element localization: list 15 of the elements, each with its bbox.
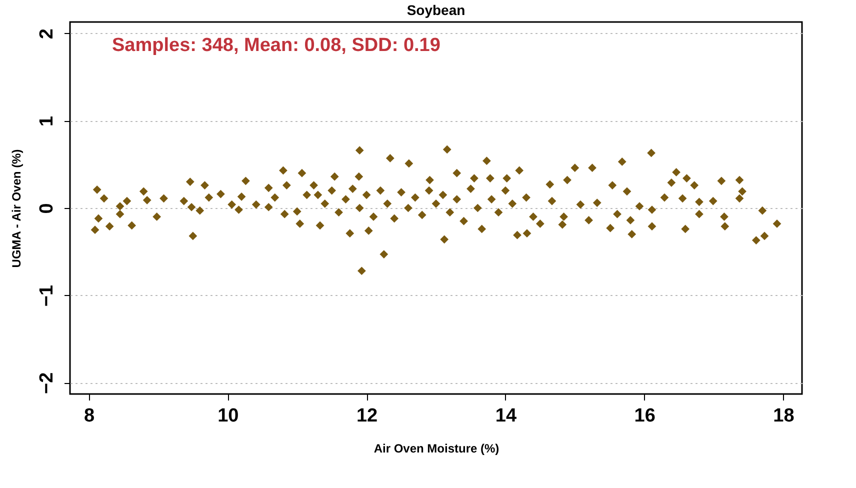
x-tick-label: 16 (634, 406, 656, 426)
chart-title: Soybean (406, 2, 466, 18)
y-axis-title: UGMA - Air Oven (%) (10, 149, 24, 268)
y-tick-label: −1 (36, 284, 58, 307)
x-axis-title: Air Oven Moisture (%) (374, 442, 500, 456)
y-tick-label: 2 (36, 28, 58, 40)
y-tick-label: −2 (36, 372, 58, 394)
y-tick-label: 1 (36, 115, 58, 126)
y-tick-label: 0 (36, 203, 58, 214)
x-tick-label: 10 (218, 406, 239, 426)
x-tick-label: 18 (773, 406, 794, 426)
x-tick-label: 12 (356, 406, 378, 426)
x-tick-label: 14 (495, 406, 517, 426)
x-tick-label: 8 (84, 406, 95, 426)
annotation: Samples: 348, Mean: 0.08, SDD: 0.19 (112, 35, 440, 56)
